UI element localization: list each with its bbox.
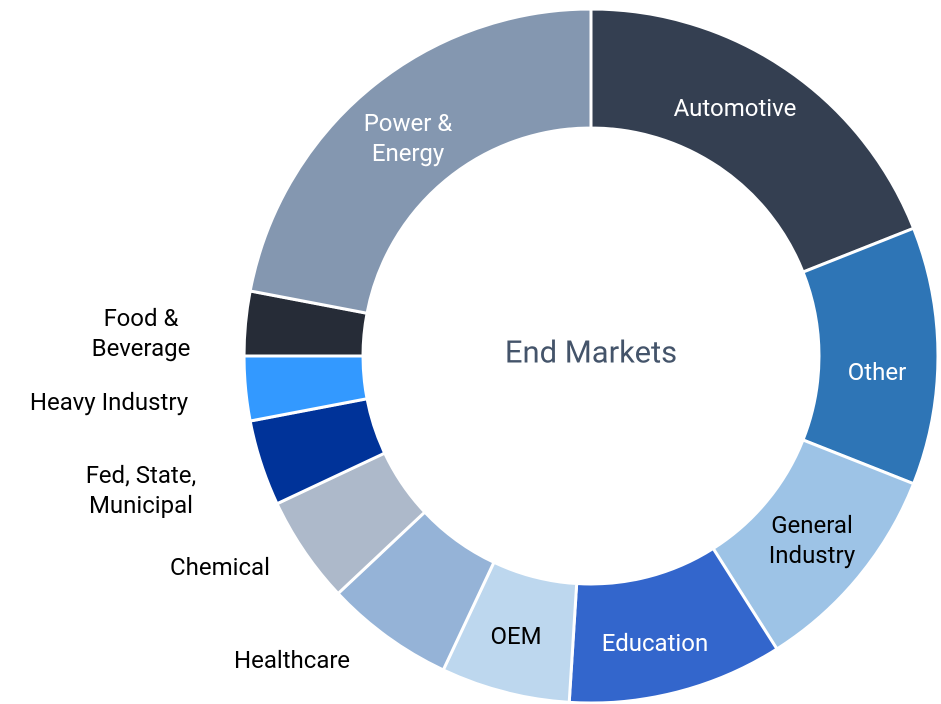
segment-label: Other [847,358,907,386]
segment-label: Automotive [673,94,797,122]
segment-label: Chemical [170,553,270,581]
segment-label: Fed, State, Municipal [85,461,197,519]
chart-title: End Markets [504,333,678,371]
segment-label: Food & Beverage [91,304,191,362]
donut-segment [801,226,940,486]
segment-label: OEM [490,622,542,650]
segment-label: General Industry [768,511,856,569]
segment-label: Power & Energy [363,109,453,167]
segment-label: Healthcare [233,646,351,674]
segment-label: Education [601,629,709,657]
donut-segment [589,7,916,275]
segment-label: Heavy Industry [29,388,189,416]
donut-segment [248,7,593,316]
